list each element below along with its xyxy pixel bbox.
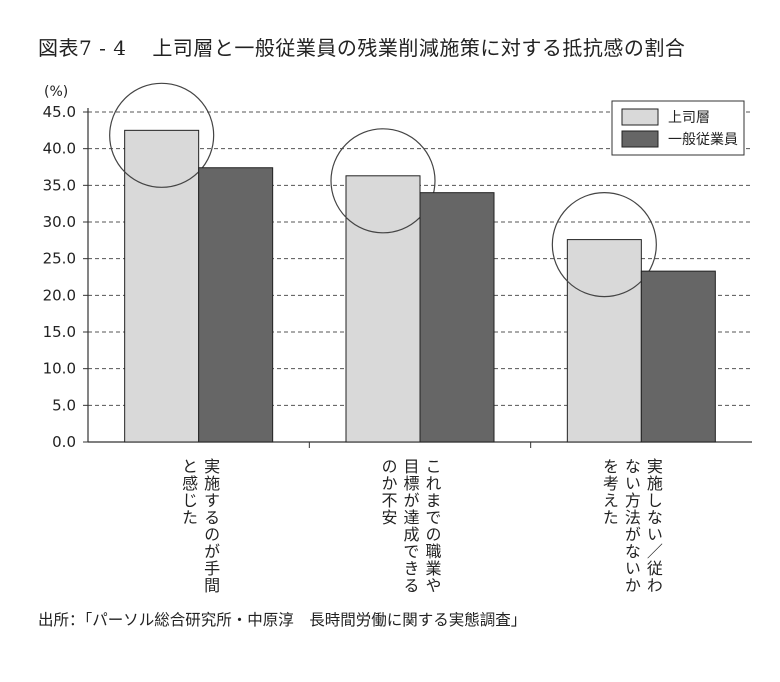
x-category-label: これまでの職業や [423, 458, 442, 594]
y-tick-label: 10.0 [43, 360, 76, 378]
figure-number: 図表7 - 4 [38, 36, 127, 60]
bar-manager [124, 129, 200, 443]
y-tick-label: 30.0 [43, 213, 76, 231]
x-category-label: ない方法がないか [622, 458, 641, 594]
x-category-label: 目標が達成できる [401, 458, 420, 594]
x-category-label: と感じた [179, 458, 198, 526]
y-tick-label: 20.0 [43, 286, 76, 304]
y-unit-label: (%) [44, 84, 68, 100]
legend-swatch [621, 108, 659, 126]
x-category-label: のか不安 [379, 458, 398, 526]
legend-label: 上司層 [668, 110, 710, 126]
y-tick-label: 15.0 [43, 323, 76, 341]
bar-employee [419, 192, 495, 443]
figure-title: 図表7 - 4 上司層と一般従業員の残業削減施策に対する抵抗感の割合 [38, 32, 685, 61]
bar-manager [566, 239, 642, 443]
source-note: 出所：「パーソル総合研究所・中原淳 長時間労働に関する実態調査」 [38, 611, 527, 629]
legend-swatch [621, 130, 659, 148]
y-tick-label: 5.0 [52, 396, 76, 414]
figure-title-text: 上司層と一般従業員の残業削減施策に対する抵抗感の割合 [152, 36, 686, 60]
highlight-circle [330, 128, 436, 234]
y-tick-label: 45.0 [43, 103, 76, 121]
y-tick-label: 35.0 [43, 176, 76, 194]
x-category-label: を考えた [600, 458, 619, 526]
bar-employee [640, 270, 716, 443]
bar-employee [198, 167, 274, 443]
highlight-circle [551, 192, 657, 298]
legend-label: 一般従業員 [668, 132, 738, 148]
highlight-circle [109, 82, 215, 188]
x-category-label: 実施するのが手間 [201, 458, 220, 594]
x-category-label: 実施しない／従わ [644, 458, 663, 594]
bar-manager [345, 175, 421, 443]
y-tick-label: 40.0 [43, 140, 76, 158]
y-tick-label: 0.0 [52, 433, 76, 451]
y-tick-label: 25.0 [43, 250, 76, 268]
